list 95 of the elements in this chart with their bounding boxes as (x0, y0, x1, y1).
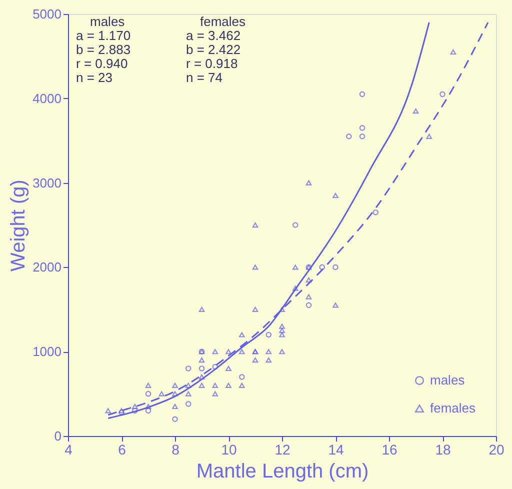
x-tick-label: 4 (64, 442, 73, 458)
x-tick-label: 12 (274, 442, 290, 458)
point (212, 391, 218, 396)
point (118, 409, 124, 416)
point (426, 134, 432, 139)
point (266, 349, 272, 354)
x-tick-label: 10 (221, 442, 237, 458)
x-tick-label: 20 (488, 442, 504, 458)
point (440, 91, 446, 98)
point (266, 332, 272, 338)
point (279, 349, 285, 354)
point (226, 349, 232, 354)
point (185, 382, 192, 388)
point (172, 391, 178, 396)
point (185, 391, 192, 396)
x-tick-label: 8 (172, 442, 180, 458)
annotation: females (200, 14, 246, 29)
point (412, 108, 419, 114)
point (319, 264, 326, 270)
point (145, 404, 152, 410)
point (238, 382, 245, 388)
point (185, 366, 192, 372)
point (252, 222, 258, 228)
point (279, 328, 285, 334)
point (198, 366, 205, 372)
point (105, 408, 112, 414)
point (306, 180, 312, 186)
point (212, 349, 218, 354)
annotation: r = 0.940 (76, 56, 128, 71)
annotation: b = 2.883 (76, 42, 131, 57)
point (359, 133, 366, 140)
y-axis-title: Weight (g) (8, 180, 30, 272)
point (198, 382, 205, 388)
y-tick-label: 2000 (32, 260, 62, 275)
point (198, 357, 205, 363)
y-tick-label: 5000 (32, 6, 62, 22)
point (279, 324, 285, 329)
point (198, 374, 205, 380)
point (306, 302, 312, 308)
point (132, 404, 138, 410)
annotation: a = 1.170 (76, 28, 131, 43)
point (346, 133, 352, 140)
point (185, 401, 192, 407)
y-tick-label: 4000 (32, 90, 62, 106)
point (172, 382, 178, 388)
annotation: n = 23 (76, 70, 113, 85)
point (172, 416, 178, 422)
point (332, 302, 338, 308)
point (145, 390, 152, 397)
point (292, 222, 298, 228)
point (212, 382, 218, 388)
point (450, 49, 456, 55)
point (238, 349, 245, 354)
point (359, 91, 366, 98)
point (145, 408, 152, 414)
point (226, 366, 232, 372)
point (212, 364, 218, 370)
point (118, 408, 124, 414)
legend-label: females (430, 400, 476, 416)
x-tick-label: 18 (435, 442, 451, 458)
annotation: a = 3.462 (186, 28, 241, 43)
point (198, 306, 205, 312)
point (172, 404, 178, 410)
point (266, 357, 272, 363)
point (279, 306, 285, 312)
x-tick-label: 16 (382, 442, 398, 458)
point (252, 306, 258, 312)
legend-label: males (430, 372, 466, 388)
point (252, 357, 258, 363)
annotation: b = 2.422 (186, 42, 241, 57)
point (252, 264, 258, 270)
point (306, 294, 312, 300)
point (238, 332, 245, 338)
point (279, 332, 285, 338)
point (372, 209, 379, 216)
y-tick-label: 0 (54, 428, 62, 444)
point (306, 277, 312, 282)
point (158, 391, 165, 396)
point (145, 382, 152, 388)
x-tick-label: 14 (328, 442, 344, 458)
point (292, 286, 298, 291)
point (132, 408, 138, 414)
y-tick-label: 1000 (32, 344, 62, 360)
x-axis-title: Mantle Length (cm) (196, 460, 369, 482)
point (292, 264, 298, 270)
y-tick-label: 3000 (32, 175, 62, 190)
point (359, 125, 366, 131)
x-tick-label: 6 (118, 442, 126, 458)
annotation: n = 74 (186, 70, 223, 85)
point (226, 382, 232, 388)
point (238, 374, 245, 380)
point (332, 192, 338, 198)
annotation: r = 0.918 (186, 56, 238, 71)
annotation: males (90, 14, 126, 29)
point (332, 264, 338, 270)
